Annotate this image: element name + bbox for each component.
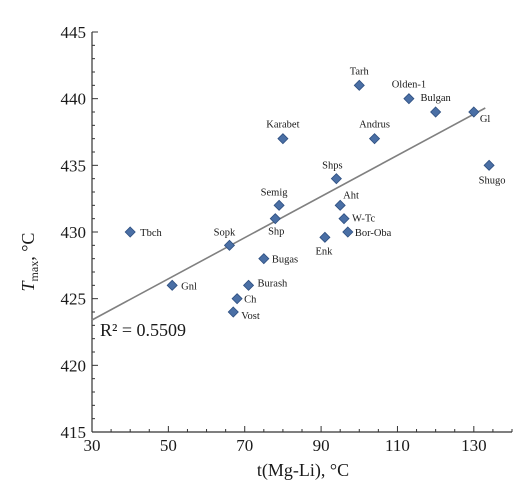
data-point-marker — [330, 173, 342, 185]
data-point-marker — [277, 133, 289, 145]
x-tick-label: 70 — [236, 436, 253, 455]
data-point-marker — [338, 213, 350, 225]
data-point-marker — [223, 239, 236, 251]
x-tick-label: 50 — [160, 436, 177, 455]
data-point-marker — [430, 106, 442, 118]
y-tick-label: 440 — [61, 90, 87, 109]
data-point-label: Gl — [480, 114, 491, 125]
x-tick-label: 130 — [461, 436, 487, 455]
y-axis-title-sub: max — [27, 261, 41, 282]
data-point-marker — [403, 93, 415, 105]
data-point-label: Vost — [241, 311, 260, 322]
data-point-label: Tarh — [350, 66, 370, 77]
x-axis-title: t(Mg-Li), °C — [257, 460, 349, 481]
data-point-marker — [342, 226, 354, 238]
data-point-marker — [468, 106, 480, 118]
data-point-label: Bor-Oba — [355, 228, 392, 239]
data-point-label: Tbch — [140, 228, 162, 239]
data-point-marker — [334, 199, 346, 211]
data-point-marker — [124, 226, 136, 238]
x-tick-label: 30 — [84, 436, 101, 455]
y-tick-label: 445 — [61, 23, 87, 42]
data-point-marker — [368, 133, 381, 145]
y-tick-label: 430 — [61, 223, 87, 242]
data-point-label: Karabet — [266, 120, 299, 131]
tick-labels: 30 50 70 90 110 130 415 420 425 430 435 440 445 — [61, 23, 487, 455]
r-squared-annotation: R² = 0.5509 — [100, 320, 186, 340]
y-tick-label: 415 — [61, 423, 87, 442]
axes — [91, 31, 513, 433]
data-point-label: Ch — [244, 295, 257, 306]
data-point-marker — [483, 159, 495, 171]
data-point-marker — [353, 79, 365, 91]
data-point-label: Shp — [268, 227, 284, 238]
x-tick-label: 110 — [385, 436, 410, 455]
data-point-label: Bulgan — [420, 93, 451, 104]
data-point-marker — [166, 279, 178, 291]
y-axis-title-main: T — [18, 279, 38, 291]
data-point-label: Semig — [261, 187, 289, 198]
trend-line — [91, 107, 486, 321]
data-points — [124, 79, 495, 318]
data-point-label: Bugas — [272, 255, 298, 266]
y-tick-label: 420 — [61, 356, 87, 375]
data-point-marker — [231, 293, 243, 305]
point-labels: Tarh Olden-1 Bulgan Gl Karabet Andrus Shugo Shp… — [140, 66, 505, 322]
data-point-label: Burash — [258, 278, 288, 289]
y-axis-title-unit: , °C — [18, 233, 38, 261]
y-tick-label: 425 — [61, 290, 87, 309]
data-point-label: Aht — [343, 190, 359, 201]
data-point-label: W-Tc — [352, 214, 376, 225]
y-tick-label: 435 — [61, 156, 87, 175]
x-tick-label: 90 — [313, 436, 330, 455]
data-point-label: Sopk — [214, 227, 236, 238]
data-point-label: Enk — [315, 246, 333, 257]
data-point-label: Shps — [322, 161, 342, 172]
data-point-marker — [273, 199, 285, 211]
data-point-label: Shugo — [479, 175, 506, 186]
data-point-label: Olden-1 — [392, 80, 426, 91]
y-axis-title: Tmax, °C — [18, 233, 41, 292]
data-point-marker — [227, 306, 239, 318]
data-point-marker — [269, 213, 281, 225]
data-point-marker — [242, 279, 255, 291]
data-point-label: Andrus — [359, 120, 390, 131]
data-point-marker — [319, 231, 331, 243]
data-point-label: Gnl — [181, 281, 197, 292]
data-point-marker — [258, 253, 270, 265]
